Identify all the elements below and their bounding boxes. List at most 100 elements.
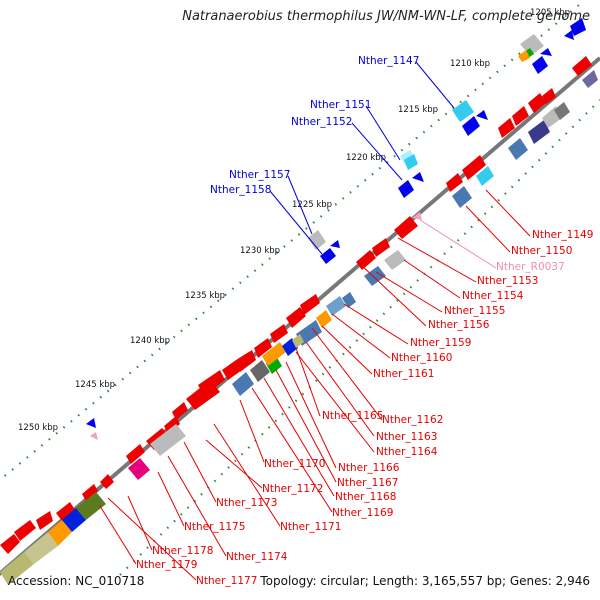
gene-label: Nther_1161 — [373, 368, 434, 380]
forward-gene-track — [0, 56, 592, 554]
reverse-gene — [570, 18, 586, 36]
label-leader — [485, 189, 531, 237]
label-leader — [183, 441, 217, 503]
gene-label: Nther_1174 — [226, 551, 288, 563]
reverse-gene — [452, 100, 474, 122]
forward-gene — [462, 155, 486, 180]
label-leader — [403, 259, 461, 299]
gene-label: Nther_1178 — [152, 545, 213, 557]
label-leader — [331, 313, 391, 359]
label-leader — [251, 387, 333, 513]
topology-summary: Topology: circular; Length: 3,165,557 bp… — [260, 574, 590, 588]
gene-label: Nther_1177 — [196, 575, 257, 587]
reverse-gene — [86, 418, 96, 428]
label-leader — [305, 341, 375, 437]
cog-box — [266, 356, 282, 374]
cog-box — [582, 70, 598, 88]
forward-gene — [198, 370, 225, 396]
label-leader — [263, 377, 335, 497]
forward-gene-labels — [99, 189, 531, 581]
gene-label: Nther_1166 — [338, 462, 400, 474]
cog-box — [342, 292, 356, 308]
reverse-gene — [532, 56, 548, 74]
label-leader — [127, 495, 153, 551]
label-leader — [465, 205, 511, 253]
label-leader — [269, 190, 323, 255]
cog-box — [24, 532, 58, 564]
gene-label: Nther_1169 — [332, 507, 393, 519]
forward-gene — [222, 360, 242, 380]
cog-box — [0, 552, 34, 585]
forward-gene — [512, 106, 529, 126]
cog-box — [326, 296, 346, 316]
kbp-tick-label: 1210 kbp — [450, 59, 490, 69]
gene-label: Nther_1157 — [229, 169, 290, 181]
cog-box — [262, 342, 286, 366]
kbp-tick-label: 1240 kbp — [130, 336, 170, 346]
reverse-gene — [412, 172, 424, 182]
label-leader — [295, 351, 375, 453]
cog-box — [232, 372, 254, 396]
reverse-gene — [476, 110, 488, 120]
forward-gene — [254, 338, 272, 358]
gene-label: Nther_1165 — [322, 410, 383, 422]
kbp-tick-label: 1230 kbp — [240, 246, 280, 256]
cog-box — [508, 138, 528, 160]
cog-box — [364, 266, 386, 286]
label-leader — [357, 261, 427, 327]
label-leader — [213, 423, 281, 527]
reverse-gene — [404, 154, 418, 170]
forward-gene — [36, 511, 53, 530]
label-leader — [157, 471, 185, 527]
cog-box — [62, 508, 86, 532]
reverse-gene — [320, 248, 336, 264]
forward-gene — [100, 474, 114, 489]
reverse-gene — [518, 50, 530, 62]
label-leader — [287, 175, 313, 235]
label-leader — [107, 497, 197, 581]
cog-box — [250, 360, 270, 382]
gene-label: Nther_1173 — [216, 497, 277, 509]
forward-gene — [286, 307, 306, 328]
kbp-tick-label: 1235 kbp — [185, 291, 225, 301]
label-leader — [375, 271, 443, 313]
label-leader — [239, 399, 265, 463]
gene-label: Nther_1150 — [511, 245, 572, 257]
forward-gene — [56, 502, 75, 521]
gene-label: Nther_1147 — [358, 55, 419, 67]
gene-label: Nther_1163 — [376, 431, 437, 443]
inner-forward-dot-track — [119, 99, 600, 576]
forward-gene — [498, 118, 515, 138]
label-leader — [311, 327, 383, 421]
label-leader — [351, 122, 403, 181]
forward-gene — [270, 324, 288, 343]
gene-label: Nther_R0037 — [496, 261, 565, 273]
reverse-gene — [330, 240, 340, 248]
label-leader — [419, 219, 497, 269]
kbp-scale: 1205 kbp 1210 kbp 1215 kbp 1220 kbp 1225… — [18, 8, 570, 433]
cog-box — [528, 120, 550, 144]
forward-gene — [126, 444, 145, 464]
label-leader — [365, 105, 401, 161]
gene-label: Nther_1164 — [376, 446, 438, 458]
kbp-tick-label: 1205 kbp — [530, 8, 570, 18]
label-leader — [167, 455, 227, 557]
gene-label: Nther_1162 — [382, 414, 443, 426]
forward-gene — [300, 294, 320, 315]
outer-reverse-dot-track — [0, 0, 586, 482]
gene-label: Nther_1151 — [310, 99, 371, 111]
forward-gene — [172, 402, 188, 420]
label-leader — [275, 369, 337, 483]
forward-gene — [14, 520, 36, 541]
forward-gene — [164, 416, 180, 434]
cog-box — [476, 166, 494, 186]
forward-gene — [372, 238, 390, 257]
forward-gene — [236, 350, 256, 372]
forward-gene — [572, 56, 592, 76]
forward-gene — [0, 534, 20, 554]
forward-gene — [528, 93, 546, 113]
gene-label: Nther_1155 — [444, 305, 505, 317]
gene-label: Nther_1153 — [477, 275, 538, 287]
forward-gene — [394, 216, 418, 239]
